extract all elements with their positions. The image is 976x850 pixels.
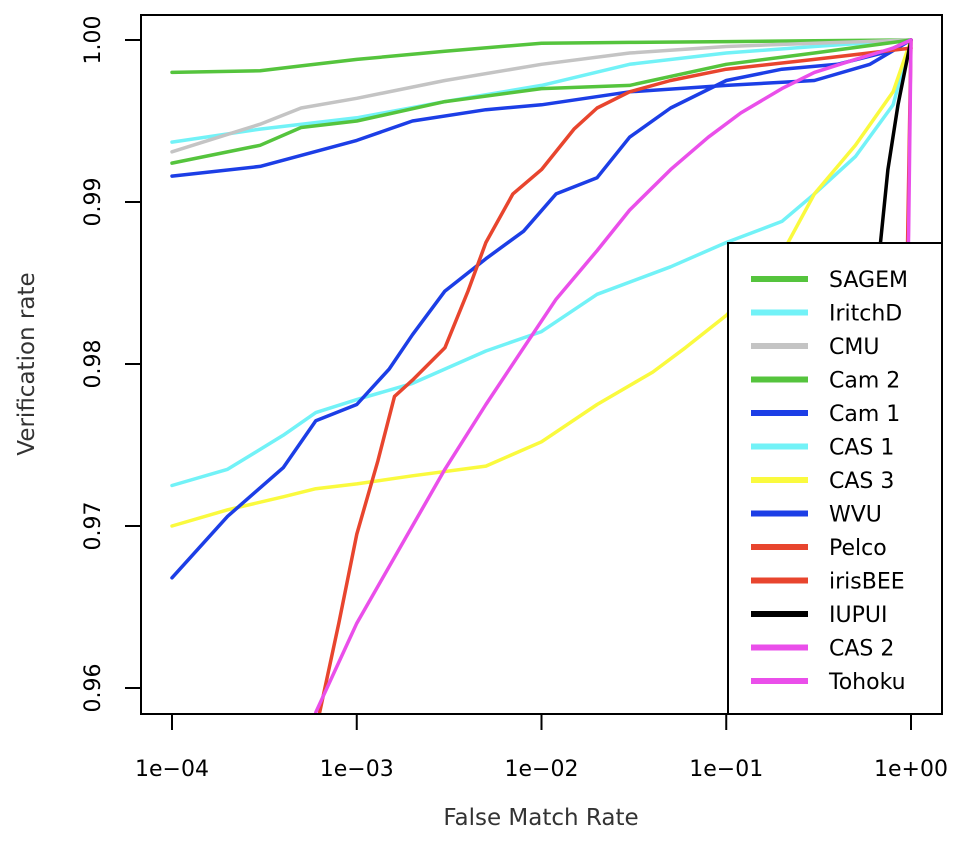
x-axis-title: False Match Rate [443,805,638,831]
legend-label: Pelco [829,536,887,561]
series-line-iritchd [170,38,913,144]
series-line-cmu [170,38,913,154]
x-axis: 1e−04 1e−03 1e−02 1e−01 1e+00 [135,713,948,782]
legend: SAGEM IritchD CMU Cam 2 Cam 1 CAS 1 CAS 3 WVU Pe… [727,242,943,715]
y-axis: 0.96 0.97 0.98 0.99 1.00 [81,16,142,713]
series-line-cam-2 [170,38,913,165]
legend-label: CAS 1 [829,436,894,461]
legend-label: irisBEE [829,570,905,595]
legend-label: CAS 2 [829,637,894,662]
legend-label: IUPUI [829,603,887,628]
y-tick-label: 0.97 [81,502,106,551]
x-tick-label: 1e+00 [874,757,948,782]
series-line-cas-1 [170,38,913,488]
y-tick-label: 0.96 [81,664,106,713]
x-tick-label: 1e−03 [320,757,394,782]
series-line-cam-1 [170,38,913,178]
series-line-sagem [170,38,913,75]
legend-label: IritchD [829,302,902,327]
legend-label: Cam 2 [829,369,900,394]
y-tick-label: 0.98 [81,340,106,389]
x-tick-label: 1e−04 [135,757,209,782]
y-tick-label: 0.99 [81,178,106,227]
legend-label: Cam 1 [829,402,900,427]
series-line-cas-2 [314,38,913,714]
y-tick-label: 1.00 [81,16,106,65]
legend-label: Tohoku [828,670,906,695]
x-tick-label: 1e−01 [689,757,763,782]
series-line-pelco [317,46,913,714]
x-tick-label: 1e−02 [505,757,579,782]
legend-label: CMU [829,335,879,360]
legend-label: SAGEM [829,268,908,293]
legend-label: WVU [829,503,882,528]
series-line-cas-3 [170,38,913,528]
legend-label: CAS 3 [829,469,894,494]
y-axis-title: Verification rate [14,272,40,455]
series-line-wvu [170,38,913,580]
